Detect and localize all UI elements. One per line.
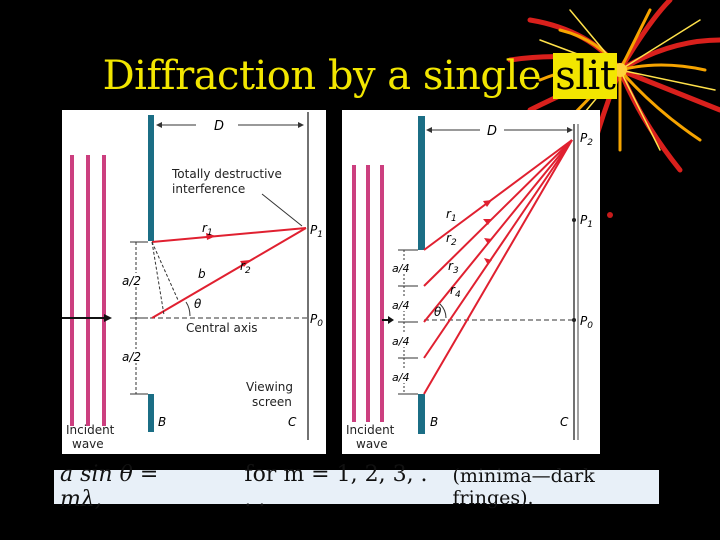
equation-condition: for m = 1, 2, 3, . . .	[244, 462, 428, 512]
right-label-theta: θ	[434, 305, 442, 319]
left-label-screen-2: screen	[252, 395, 292, 409]
ray-r1	[423, 139, 573, 251]
right-label-C: C	[560, 415, 569, 429]
left-label-central-axis: Central axis	[186, 321, 258, 335]
left-label-b: b	[198, 267, 206, 281]
left-figure-svg: D Totally destructive interference r1 r2…	[62, 112, 323, 451]
minima-equation: a sin θ = mλ, for m = 1, 2, 3, . . . (mi…	[54, 462, 659, 512]
right-label-P1: P1	[580, 213, 593, 230]
right-label-incident-1: Incident	[346, 423, 395, 437]
left-label-D: D	[214, 119, 224, 134]
equation-main: a sin θ = mλ,	[60, 462, 159, 512]
right-label-a4-2: a/4	[392, 299, 409, 312]
equation-note: (minima—dark fringes).	[452, 465, 595, 509]
right-label-r4: r4	[450, 283, 461, 300]
left-label-screen-1: Viewing	[246, 380, 293, 394]
single-slit-two-zone-figure: D Totally destructive interference r1 r2…	[62, 110, 326, 454]
right-label-P0: P0	[580, 314, 593, 331]
slide-title: Diffraction by a single slit	[0, 52, 720, 100]
ray-r2	[151, 227, 307, 319]
right-label-r3: r3	[448, 259, 459, 276]
ray-r1	[151, 227, 307, 243]
left-label-theta: θ	[194, 297, 202, 311]
single-slit-four-zone-figure: D r1 r2 r3 r4 P2 P1 P0 θ	[342, 110, 600, 454]
left-label-destructive-1: Totally destructive	[171, 167, 282, 181]
slit-barrier-bottom	[148, 394, 154, 432]
right-label-a4-1: a/4	[392, 262, 409, 275]
ray-r4	[423, 139, 573, 359]
left-label-r2: r2	[240, 259, 251, 276]
right-figure-svg: D r1 r2 r3 r4 P2 P1 P0 θ	[346, 116, 593, 451]
ray-r5	[423, 139, 573, 395]
right-label-a4-4: a/4	[392, 371, 409, 384]
ray-r2	[423, 139, 573, 287]
ray-r3	[423, 139, 573, 323]
left-label-a2-top: a/2	[122, 274, 141, 288]
left-label-B: B	[158, 415, 166, 429]
slit-barrier-bottom	[418, 394, 425, 434]
right-label-D: D	[487, 124, 497, 139]
left-label-C: C	[288, 415, 297, 429]
title-main: Diffraction by a single	[102, 53, 542, 99]
left-label-P1: P1	[310, 223, 323, 240]
right-label-r2: r2	[446, 231, 457, 248]
left-label-r1: r1	[202, 221, 213, 238]
title-highlight: slit	[553, 53, 618, 99]
right-label-r1: r1	[446, 207, 457, 224]
left-label-incident-2: wave	[72, 437, 104, 451]
left-label-P0: P0	[310, 312, 323, 329]
left-label-a2-bottom: a/2	[122, 350, 141, 364]
left-label-destructive-2: interference	[172, 182, 245, 196]
right-label-a4-3: a/4	[392, 335, 409, 348]
left-label-incident-1: Incident	[66, 423, 115, 437]
right-label-B: B	[430, 415, 438, 429]
right-label-P2: P2	[580, 131, 593, 148]
slit-barrier-top	[148, 115, 154, 241]
slit-barrier-top	[418, 116, 425, 250]
right-label-incident-2: wave	[356, 437, 388, 451]
